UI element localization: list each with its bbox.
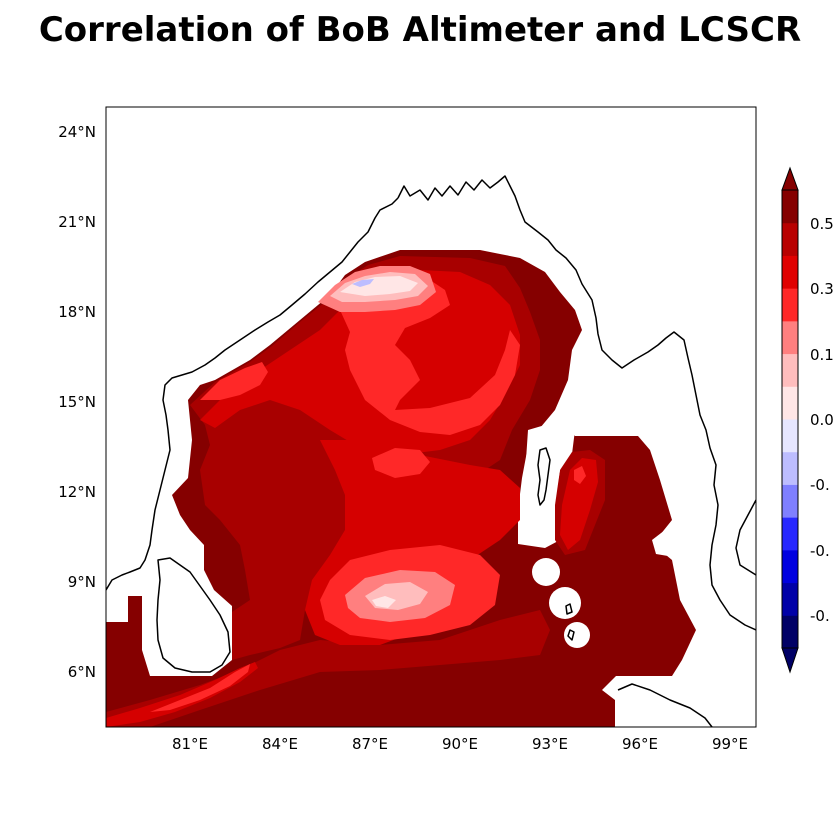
coastlines — [106, 175, 756, 727]
colorbar-labels: 0.5 0.3 0.1 0.0 -0. -0. -0. — [810, 215, 834, 625]
lon-tick-label: 93°E — [532, 735, 568, 753]
field-mid-southwest — [106, 662, 258, 727]
colorbar-label: 0.1 — [810, 346, 834, 364]
colorbar-block — [782, 222, 798, 256]
colorbar-label: -0. — [810, 476, 830, 494]
lat-tick-label: 15°N — [58, 393, 96, 411]
correlation-field — [106, 250, 696, 727]
colorbar: 0.5 0.3 0.1 0.0 -0. -0. -0. — [781, 166, 834, 674]
field-bright-center — [372, 448, 430, 478]
colorbar-block — [782, 615, 798, 649]
colorbar-block — [782, 582, 798, 616]
map-title: Correlation of BoB Altimeter and LCSCR — [38, 10, 802, 50]
colorbar-label: 0.3 — [810, 280, 834, 298]
colorbar-block — [782, 549, 798, 584]
mask-east-gap — [652, 530, 675, 556]
map-area — [106, 175, 756, 727]
coastline-sri-lanka — [156, 557, 231, 673]
field-dark-south — [106, 610, 550, 727]
colorbar-block — [782, 451, 798, 485]
mask-island-3 — [564, 622, 590, 648]
colorbar-block — [782, 320, 798, 355]
lon-tick-label: 96°E — [622, 735, 658, 753]
colorbar-bottom-arrow — [781, 647, 799, 674]
field-bright-east — [574, 466, 586, 484]
field-bright-north — [340, 280, 520, 435]
coastline-sumatra — [617, 683, 713, 727]
map-frame — [105, 106, 757, 728]
colorbar-block — [782, 517, 798, 551]
coastline-andaman — [537, 447, 551, 506]
colorbar-block — [782, 255, 798, 289]
colorbar-top-arrow — [781, 166, 799, 191]
lon-tick-label: 84°E — [262, 735, 298, 753]
lat-tick-label: 9°N — [68, 573, 96, 591]
colorbar-label: 0.5 — [810, 215, 834, 233]
lon-tick-label: 81°E — [172, 735, 208, 753]
field-mid-east — [560, 458, 598, 550]
field-bright-west — [200, 362, 268, 400]
latitude-axis: 24°N 21°N 18°N 15°N 12°N 9°N 6°N — [58, 123, 96, 681]
mask-myanmar-coast — [560, 350, 625, 436]
lat-tick-label: 18°N — [58, 303, 96, 321]
colorbar-block — [782, 353, 798, 387]
field-blue-north — [352, 279, 374, 287]
lon-tick-label: 90°E — [442, 735, 478, 753]
colorbar-block — [782, 484, 798, 518]
mask-island-1 — [532, 558, 560, 586]
colorbar-block — [782, 190, 798, 224]
field-white-south — [372, 596, 396, 608]
lon-tick-label: 87°E — [352, 735, 388, 753]
coastline-ganges-delta — [397, 175, 756, 631]
longitude-axis: 81°E 84°E 87°E 90°E 93°E 96°E 99°E — [172, 735, 748, 753]
mask-island-2 — [549, 587, 581, 619]
coastline-malay — [735, 499, 756, 576]
colorbar-label: -0. — [810, 607, 830, 625]
coastline-india-east — [106, 197, 399, 591]
colorbar-block — [782, 288, 798, 322]
colorbar-block — [782, 386, 798, 420]
colorbar-label: -0. — [810, 542, 830, 560]
colorbar-frame — [781, 189, 799, 649]
lat-tick-label: 6°N — [68, 663, 96, 681]
colorbar-blocks — [782, 190, 798, 649]
colorbar-label: 0.0 — [810, 411, 834, 429]
lat-tick-label: 12°N — [58, 483, 96, 501]
lat-tick-label: 24°N — [58, 123, 96, 141]
lon-tick-label: 99°E — [712, 735, 748, 753]
colorbar-block — [782, 419, 798, 453]
coastline-nicobar — [565, 603, 575, 641]
lat-tick-label: 21°N — [58, 213, 96, 231]
